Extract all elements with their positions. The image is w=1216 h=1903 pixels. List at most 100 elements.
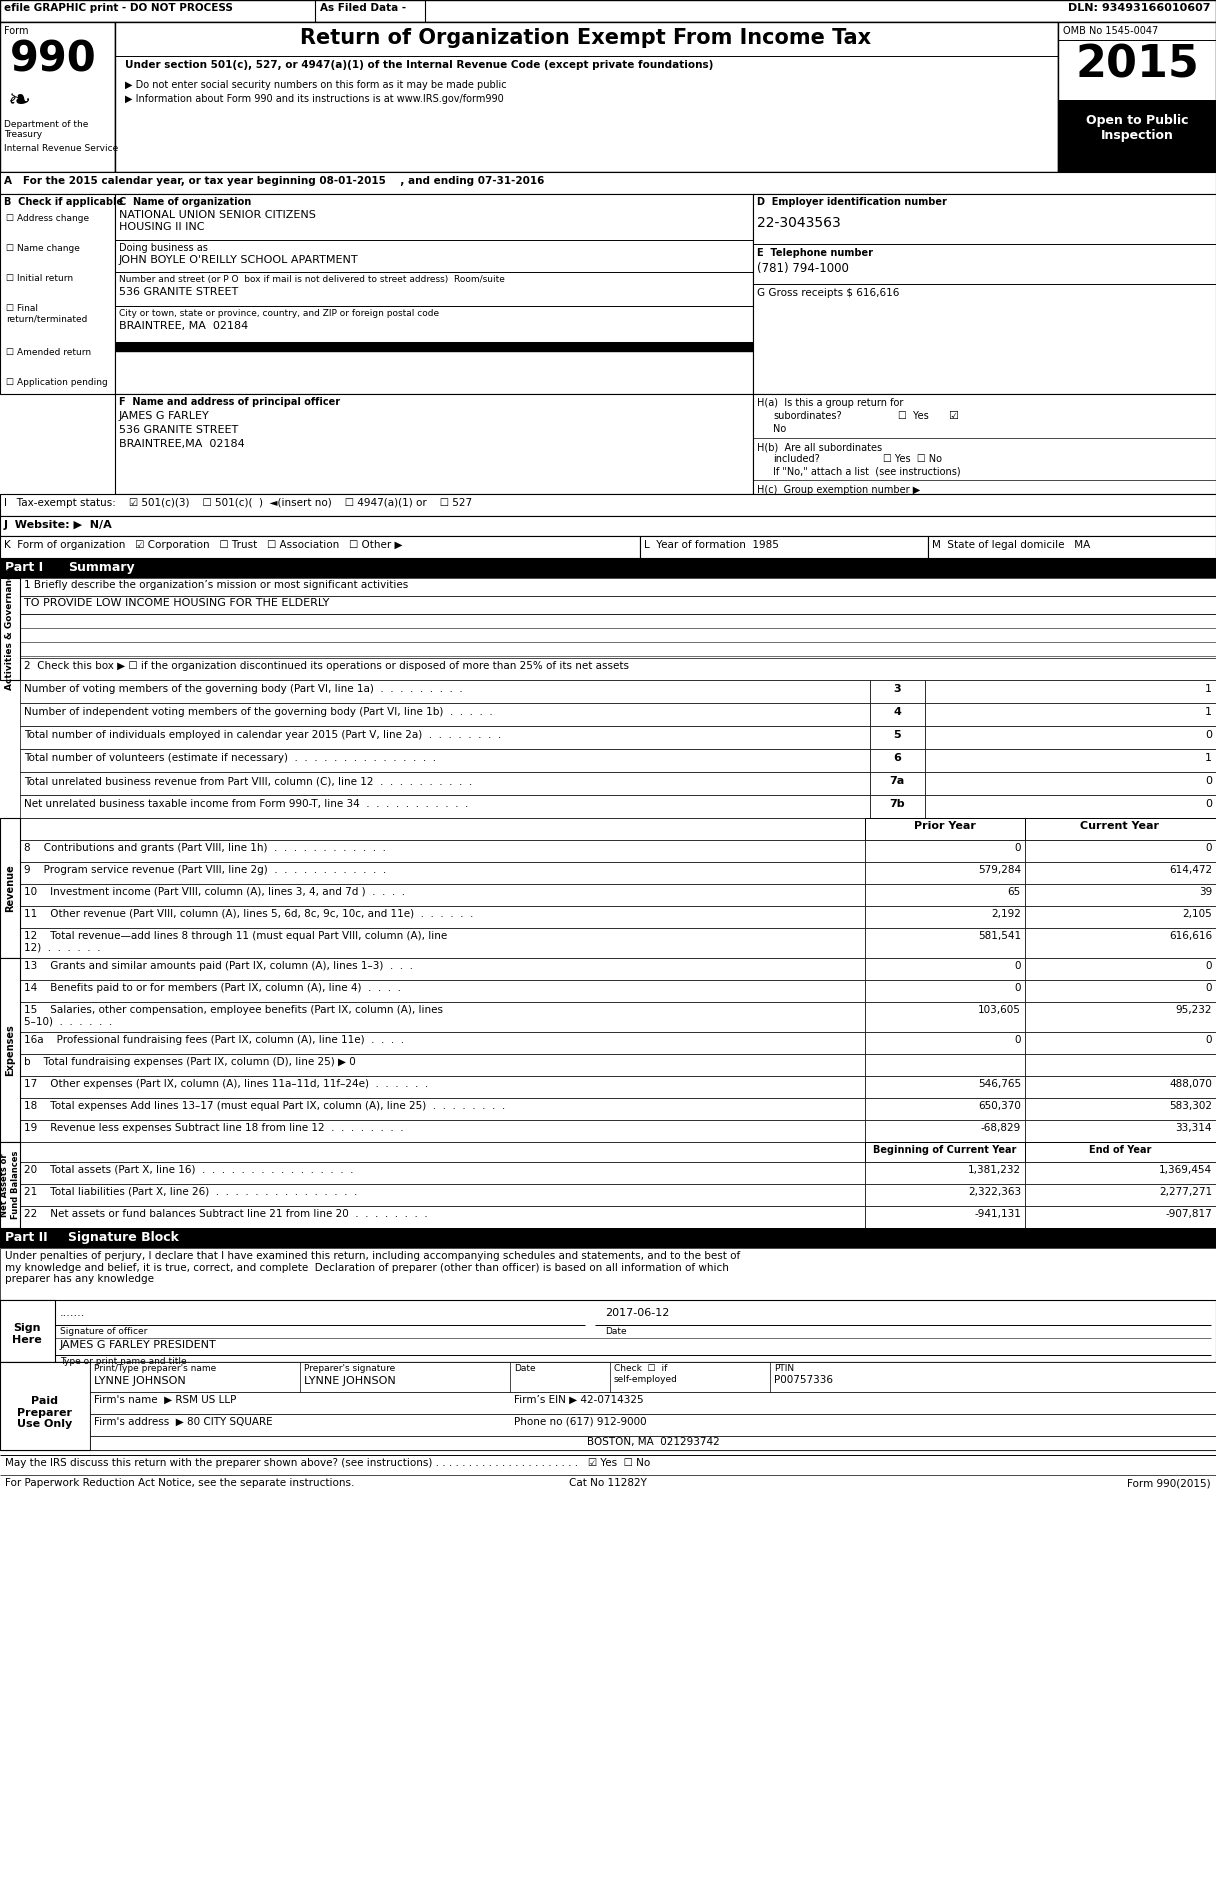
Text: 9    Program service revenue (Part VIII, line 2g)  .  .  .  .  .  .  .  .  .  . : 9 Program service revenue (Part VIII, li… [24,866,387,875]
Bar [116,343,753,352]
Text: 1 Briefly describe the organization’s mission or most significant activities: 1 Briefly describe the organization’s mi… [24,580,409,590]
Text: Cat No 11282Y: Cat No 11282Y [569,1479,647,1488]
Text: 2  Check this box ▶ ☐ if the organization discontinued its operations or dispose: 2 Check this box ▶ ☐ if the organization… [24,660,629,672]
Text: 2,322,363: 2,322,363 [968,1187,1021,1197]
Bar [865,1031,1025,1054]
Bar [19,727,869,750]
Bar [90,1363,1216,1391]
Text: No: No [773,424,787,434]
Text: 22    Net assets or fund balances Subtract line 21 from line 20  .  .  .  .  .  : 22 Net assets or fund balances Subtract … [24,1208,428,1220]
Bar [19,1031,865,1054]
Text: 1,369,454: 1,369,454 [1159,1165,1212,1174]
Text: Date: Date [606,1326,626,1336]
Bar [19,750,869,773]
Text: 3: 3 [894,683,901,695]
Bar [1025,929,1216,957]
Text: J  Website: ▶  N/A: J Website: ▶ N/A [4,520,113,531]
Text: ☐ Address change: ☐ Address change [6,213,89,223]
Text: 15    Salaries, other compensation, employee benefits (Part IX, column (A), line: 15 Salaries, other compensation, employe… [24,1005,443,1026]
Text: DLN: 93493166010607: DLN: 93493166010607 [1069,4,1211,13]
Text: self-employed: self-employed [614,1376,677,1383]
Text: Firm's address  ▶ 80 CITY SQUARE: Firm's address ▶ 80 CITY SQUARE [94,1418,272,1427]
Bar [0,171,1216,194]
Text: Internal Revenue Service: Internal Revenue Service [4,145,118,152]
Text: ☐ Application pending: ☐ Application pending [6,379,108,386]
Bar [19,702,869,727]
Text: Firm's name  ▶ RSM US LLP: Firm's name ▶ RSM US LLP [94,1395,236,1404]
Bar [0,957,19,1142]
Text: ☐ Amended return: ☐ Amended return [6,348,91,358]
Bar [869,727,925,750]
Text: NATIONAL UNION SENIOR CITIZENS: NATIONAL UNION SENIOR CITIZENS [119,209,316,221]
Text: JOHN BOYLE O'REILLY SCHOOL APARTMENT: JOHN BOYLE O'REILLY SCHOOL APARTMENT [119,255,359,265]
Text: BRAINTREE, MA  02184: BRAINTREE, MA 02184 [119,322,248,331]
Bar [1025,1207,1216,1227]
Bar [19,1075,865,1098]
Bar [1025,957,1216,980]
Text: End of Year: End of Year [1088,1146,1152,1155]
Bar [1025,1054,1216,1075]
Bar [19,658,1216,679]
Bar [869,679,925,702]
Text: ▶ Information about Form 990 and its instructions is at www.IRS.gov/form990: ▶ Information about Form 990 and its ins… [125,93,503,105]
Bar [925,795,1216,818]
Bar [925,773,1216,795]
Text: 0: 0 [1205,776,1212,786]
Bar [19,818,865,839]
Text: 33,314: 33,314 [1176,1123,1212,1132]
Bar [1025,1098,1216,1121]
Text: Signature Block: Signature Block [68,1231,179,1245]
Text: 579,284: 579,284 [978,866,1021,875]
Bar [865,818,1025,839]
Bar [753,394,1216,495]
Bar [19,773,869,795]
Text: .......: ....... [60,1307,85,1319]
Bar [1025,839,1216,862]
Text: 0: 0 [1205,1035,1212,1045]
Text: JAMES G FARLEY: JAMES G FARLEY [119,411,209,421]
Bar [925,702,1216,727]
Bar [1025,862,1216,885]
Bar [1025,906,1216,929]
Text: TO PROVIDE LOW INCOME HOUSING FOR THE ELDERLY: TO PROVIDE LOW INCOME HOUSING FOR THE EL… [24,598,330,607]
Text: Number of voting members of the governing body (Part VI, line 1a)  .  .  .  .  .: Number of voting members of the governin… [24,683,463,695]
Bar [1025,885,1216,906]
Text: 5: 5 [894,731,901,740]
Bar [19,1003,865,1031]
Text: 488,070: 488,070 [1169,1079,1212,1089]
Text: 16a    Professional fundraising fees (Part IX, column (A), line 11e)  .  .  .  .: 16a Professional fundraising fees (Part … [24,1035,404,1045]
Text: 1: 1 [1205,683,1212,695]
Text: Type or print name and title: Type or print name and title [60,1357,186,1366]
Bar [1025,1142,1216,1163]
Text: 103,605: 103,605 [978,1005,1021,1014]
Bar [0,1363,90,1450]
Text: 583,302: 583,302 [1169,1102,1212,1111]
Text: PTIN: PTIN [775,1364,794,1372]
Text: ☑: ☑ [948,411,958,421]
Bar [0,23,116,171]
Text: B  Check if applicable: B Check if applicable [4,198,123,207]
Bar [19,1184,865,1207]
Text: If "No," attach a list  (see instructions): If "No," attach a list (see instructions… [773,466,961,478]
Text: 0: 0 [1014,961,1021,971]
Text: 536 GRANITE STREET: 536 GRANITE STREET [119,287,238,297]
Bar [90,1414,1216,1437]
Bar [869,795,925,818]
Text: JAMES G FARLEY PRESIDENT: JAMES G FARLEY PRESIDENT [60,1340,216,1349]
Bar [0,1363,1216,1450]
Text: 65: 65 [1008,887,1021,896]
Text: 95,232: 95,232 [1176,1005,1212,1014]
Text: For Paperwork Reduction Act Notice, see the separate instructions.: For Paperwork Reduction Act Notice, see … [5,1479,354,1488]
Text: Part II: Part II [5,1231,47,1245]
Text: I   Tax-exempt status:    ☑ 501(c)(3)    ☐ 501(c)(  )  ◄(insert no)    ☐ 4947(a): I Tax-exempt status: ☑ 501(c)(3) ☐ 501(c… [4,499,472,508]
Bar [0,495,1216,516]
Text: -907,817: -907,817 [1165,1208,1212,1220]
Text: 546,765: 546,765 [978,1079,1021,1089]
Bar [1025,818,1216,839]
Bar [0,579,19,679]
Text: 6: 6 [893,754,901,763]
Text: 0: 0 [1014,1035,1021,1045]
Bar [865,1098,1025,1121]
Text: 18    Total expenses Add lines 13–17 (must equal Part IX, column (A), line 25)  : 18 Total expenses Add lines 13–17 (must … [24,1102,506,1111]
Bar [19,906,865,929]
